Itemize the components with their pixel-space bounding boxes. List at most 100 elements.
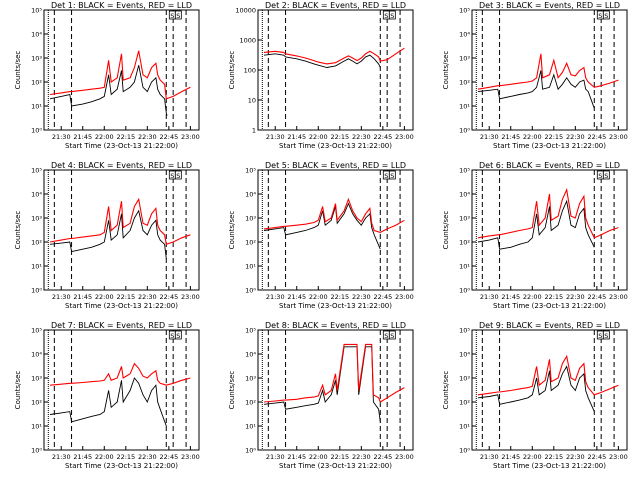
y-tick-label: 10⁵ — [245, 167, 256, 175]
y-tick-label: 10¹ — [31, 263, 42, 271]
x-tick-label: 22:45 — [373, 453, 392, 461]
x-tick-label: 22:45 — [587, 293, 606, 301]
marker-label: S — [604, 12, 608, 20]
y-axis-label: Counts/sec — [442, 371, 450, 410]
y-tick-label: 10⁵ — [31, 7, 42, 15]
y-tick-label: 10⁴ — [459, 31, 470, 39]
x-tick-label: 21:30 — [266, 453, 285, 461]
x-tick-label: 21:45 — [287, 453, 306, 461]
series-line-lld — [477, 354, 619, 396]
x-tick-label: 22:45 — [373, 133, 392, 141]
series-line-events — [49, 377, 167, 427]
y-tick-label: 10¹ — [245, 263, 256, 271]
y-tick-label: 10⁵ — [31, 327, 42, 335]
x-tick-label: 22:45 — [587, 133, 606, 141]
y-tick-label: 10² — [459, 79, 470, 87]
x-tick-label: 22:00 — [523, 453, 542, 461]
marker-box — [602, 10, 610, 20]
y-tick-label: 10⁵ — [31, 167, 42, 175]
x-axis-label: Start Time (23-Oct-13 21:22:00) — [279, 462, 392, 470]
y-tick-label: 1 — [252, 127, 256, 135]
x-tick-label: 22:00 — [309, 133, 328, 141]
marker-label: S — [384, 332, 388, 340]
marker-label: S — [598, 332, 602, 340]
axes-frame — [43, 169, 200, 291]
y-axis-label: Counts/sec — [14, 371, 22, 410]
series-line-lld — [263, 197, 405, 233]
y-tick-label: 10³ — [31, 375, 42, 383]
marker-label: S — [170, 172, 174, 180]
y-tick-label: 10⁰ — [245, 287, 256, 295]
y-tick-label: 10³ — [459, 375, 470, 383]
x-tick-label: 23:00 — [181, 293, 200, 301]
panel-det-9: Det 9: BLACK = Events, RED = LLD S S 10⁰ 10¹… — [442, 321, 628, 470]
y-tick-label: 10² — [245, 239, 256, 247]
marker-label: S — [176, 172, 180, 180]
x-tick-label: 21:30 — [52, 453, 71, 461]
x-tick-label: 22:45 — [159, 453, 178, 461]
x-tick-label: 22:15 — [544, 453, 563, 461]
panel-title: Det 6: BLACK = Events, RED = LLD — [479, 161, 620, 170]
marker-box — [174, 10, 182, 20]
marker-label: S — [604, 172, 608, 180]
series-line-events — [49, 65, 168, 116]
marker-box — [174, 170, 182, 180]
marker-label: S — [384, 172, 388, 180]
x-tick-label: 22:00 — [95, 133, 114, 141]
marker-label: S — [598, 12, 602, 20]
marker-label: S — [170, 12, 174, 20]
panel-det-1: Det 1: BLACK = Events, RED = LLD S S 10⁰ 10¹… — [14, 1, 200, 150]
axes-frame — [43, 9, 200, 131]
series-line-lld — [49, 197, 191, 246]
x-tick-label: 22:15 — [330, 453, 349, 461]
axes-frame — [257, 329, 414, 451]
x-tick-label: 22:15 — [116, 293, 135, 301]
x-tick-label: 22:15 — [116, 453, 135, 461]
axes-frame — [471, 169, 628, 291]
y-tick-label: 10² — [459, 399, 470, 407]
y-tick-label: 10⁴ — [31, 31, 42, 39]
x-tick-label: 23:00 — [395, 453, 414, 461]
x-tick-label: 23:00 — [395, 293, 414, 301]
x-tick-label: 21:30 — [480, 133, 499, 141]
series-line-events — [263, 53, 381, 68]
x-tick-label: 22:45 — [373, 293, 392, 301]
x-tick-label: 22:00 — [523, 293, 542, 301]
x-tick-label: 22:30 — [138, 133, 157, 141]
marker-label: S — [598, 172, 602, 180]
x-tick-label: 22:30 — [566, 293, 585, 301]
x-tick-label: 21:30 — [52, 133, 71, 141]
x-tick-label: 22:45 — [159, 133, 178, 141]
x-tick-label: 21:45 — [501, 453, 520, 461]
x-tick-label: 22:30 — [352, 133, 371, 141]
marker-box — [388, 330, 396, 340]
marker-label: S — [176, 12, 180, 20]
x-tick-label: 22:00 — [95, 293, 114, 301]
series-line-events — [477, 199, 595, 250]
panel-det-8: Det 8: BLACK = Events, RED = LLD S S 10⁰ 10¹… — [228, 321, 414, 470]
panel-det-4: Det 4: BLACK = Events, RED = LLD S S 10⁰ 10¹… — [14, 161, 200, 310]
y-tick-label: 10000 — [235, 7, 256, 15]
x-tick-label: 23:00 — [609, 133, 628, 141]
y-tick-label: 100 — [244, 67, 256, 75]
series-line-events — [477, 70, 595, 109]
series-line-events — [263, 346, 381, 422]
y-tick-label: 10³ — [459, 215, 470, 223]
x-tick-label: 21:45 — [501, 133, 520, 141]
y-axis-label: Counts/sec — [442, 51, 450, 90]
series-line-lld — [49, 362, 191, 386]
marker-box — [388, 170, 396, 180]
y-tick-label: 10⁴ — [245, 191, 256, 199]
x-axis-label: Start Time (23-Oct-13 21:22:00) — [493, 142, 606, 150]
y-tick-label: 10⁵ — [459, 167, 470, 175]
y-tick-label: 10² — [245, 399, 256, 407]
panel-title: Det 4: BLACK = Events, RED = LLD — [51, 161, 192, 170]
x-axis-label: Start Time (23-Oct-13 21:22:00) — [279, 302, 392, 310]
marker-label: S — [176, 332, 180, 340]
axes-frame — [257, 169, 414, 291]
x-tick-label: 23:00 — [395, 133, 414, 141]
x-tick-label: 22:30 — [138, 293, 157, 301]
y-tick-label: 10¹ — [459, 423, 470, 431]
x-tick-label: 22:15 — [544, 293, 563, 301]
